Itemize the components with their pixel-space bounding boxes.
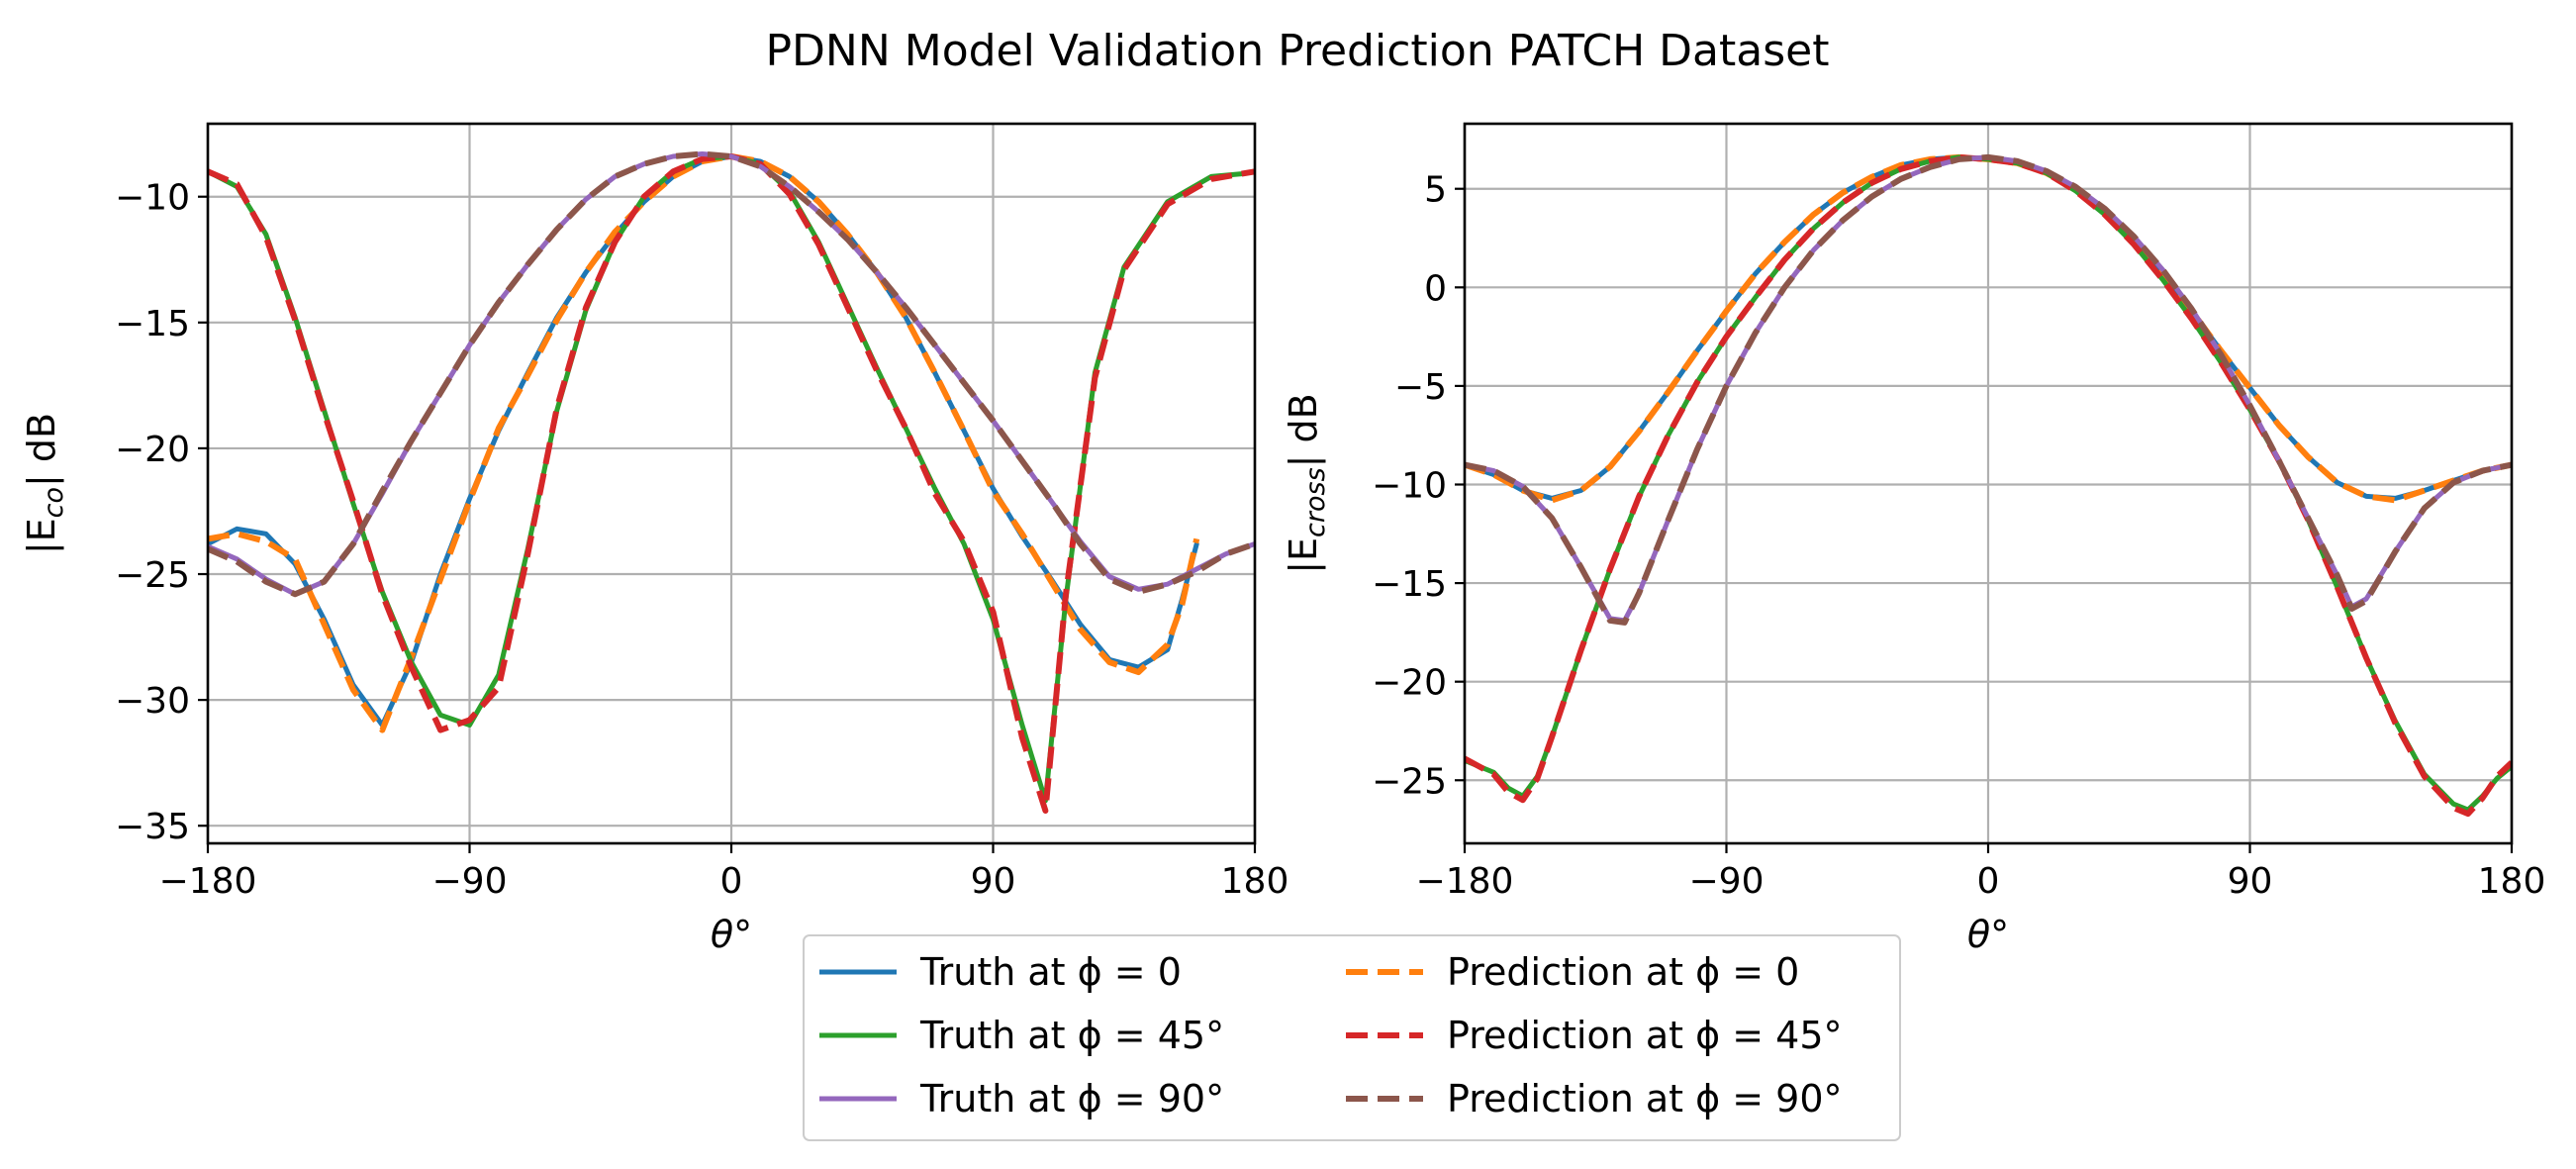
y-tick-label: −35	[115, 807, 190, 847]
y-tick-label: −15	[115, 304, 190, 344]
x-axis-label: θ°	[1967, 913, 2009, 956]
legend-label-3: Prediction at ϕ = 45°	[1447, 1014, 1843, 1057]
chart-title: PDNN Model Validation Prediction PATCH D…	[766, 26, 1830, 76]
y-tick-label: −30	[115, 681, 190, 722]
series-line-cross-3	[1465, 153, 2512, 818]
subplot-cross: −180 −90 0 90 180 5 0 −5 −10 −15 −20 −25 θ° |Ecross| …	[1282, 122, 2546, 956]
legend-label-0: Truth at ϕ = 0	[919, 950, 1182, 994]
legend-label-4: Truth at ϕ = 90°	[919, 1077, 1224, 1120]
y-tick-label: 0	[1424, 268, 1447, 309]
x-tick-label: −180	[159, 861, 257, 902]
x-tick-label: 180	[2478, 861, 2546, 902]
x-axis-label: θ°	[711, 913, 752, 956]
y-tick-label: −5	[1394, 367, 1447, 408]
series-line-co-5	[208, 150, 1255, 598]
x-tick-label: 0	[720, 861, 743, 902]
x-tick-label: −90	[1689, 861, 1765, 902]
x-tick-label: 0	[1977, 861, 2000, 902]
y-tick-label: −10	[1372, 465, 1447, 506]
legend: Truth at ϕ = 0 Prediction at ϕ = 0 Truth a…	[803, 934, 1901, 1141]
y-tick-label: −20	[1372, 663, 1447, 704]
y-tick-label: −25	[1372, 761, 1447, 802]
y-tick-label: 5	[1424, 170, 1447, 211]
x-tick-label: −180	[1416, 861, 1514, 902]
y-tick-label: −25	[115, 555, 190, 596]
legend-label-5: Prediction at ϕ = 90°	[1447, 1077, 1843, 1120]
legend-label-1: Prediction at ϕ = 0	[1447, 950, 1799, 994]
x-tick-label: 90	[971, 861, 1016, 902]
x-tick-label: 90	[2228, 861, 2273, 902]
series-line-cross-5	[1465, 153, 2512, 626]
legend-label-2: Truth at ϕ = 45°	[919, 1014, 1224, 1057]
x-tick-label: 180	[1221, 861, 1289, 902]
y-tick-label: −20	[115, 430, 190, 470]
y-axis-label: |Ecross| dB	[1282, 393, 1331, 574]
y-tick-label: −10	[115, 178, 190, 219]
x-tick-label: −90	[432, 861, 508, 902]
y-tick-label: −15	[1372, 564, 1447, 605]
subplot-co: −180 −90 0 90 180 −10 −15 −20 −25 −30 −35 θ° |Eco| d…	[20, 122, 1289, 956]
y-axis-label: |Eco| dB	[20, 413, 69, 554]
